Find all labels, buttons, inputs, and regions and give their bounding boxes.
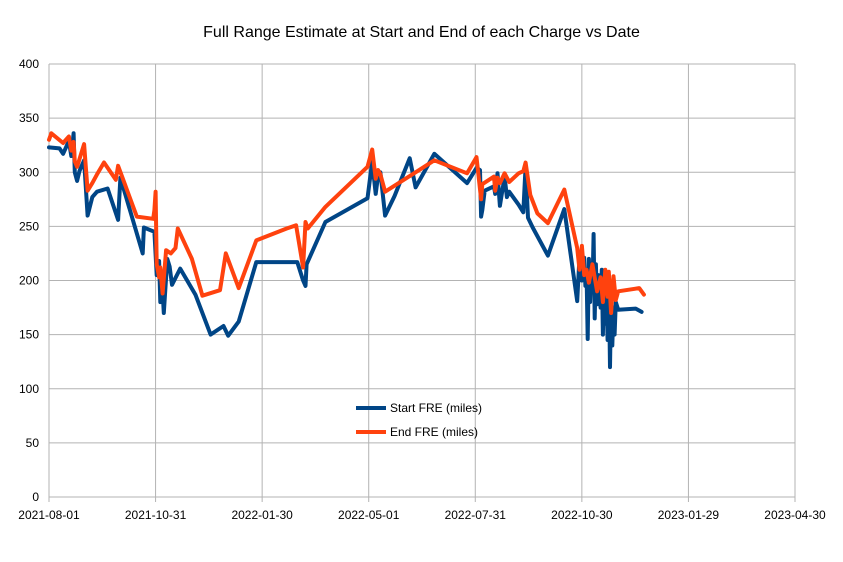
grid-lines xyxy=(48,63,796,502)
chart-title: Full Range Estimate at Start and End of … xyxy=(203,24,640,41)
y-tick-label: 300 xyxy=(19,165,39,179)
y-tick-label: 200 xyxy=(19,274,39,288)
x-tick-label: 2023-04-30 xyxy=(764,508,826,522)
y-tick-labels: 0 50 100 150 200 250 300 350 400 xyxy=(19,57,39,504)
x-tick-label: 2021-08-01 xyxy=(18,508,80,522)
x-tick-label: 2022-01-30 xyxy=(231,508,293,522)
x-tick-label: 2022-05-01 xyxy=(338,508,400,522)
x-tick-label: 2021-10-31 xyxy=(125,508,187,522)
y-tick-label: 150 xyxy=(19,328,39,342)
x-tick-label: 2022-10-30 xyxy=(551,508,613,522)
y-tick-label: 50 xyxy=(26,436,40,450)
x-tick-labels: 2021-08-01 2021-10-31 2022-01-30 2022-05-01… xyxy=(18,508,826,522)
y-tick-label: 0 xyxy=(32,490,39,504)
legend-label: Start FRE (miles) xyxy=(390,401,482,415)
series-line-end-fre xyxy=(47,131,646,315)
y-tick-label: 250 xyxy=(19,219,39,233)
legend: Start FRE (miles) End FRE (miles) xyxy=(356,401,482,439)
y-tick-label: 350 xyxy=(19,111,39,125)
legend-label: End FRE (miles) xyxy=(390,425,478,439)
x-tick-label: 2022-07-31 xyxy=(445,508,507,522)
series-lines xyxy=(47,131,646,370)
y-tick-label: 100 xyxy=(19,382,39,396)
y-tick-label: 400 xyxy=(19,57,39,71)
x-tick-label: 2023-01-29 xyxy=(658,508,720,522)
series-line-start-fre xyxy=(47,131,644,370)
